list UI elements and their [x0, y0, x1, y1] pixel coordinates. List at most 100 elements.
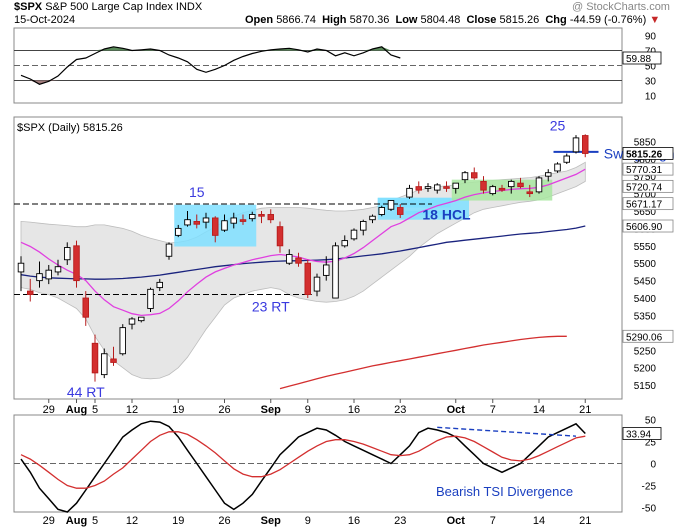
price-label-3: 5671.17 — [626, 200, 663, 211]
candle-body — [202, 217, 210, 223]
sma-long-line — [279, 335, 567, 390]
x-tick-label: Aug — [66, 404, 87, 416]
tsi-x-tick-label: 14 — [533, 515, 545, 527]
price-tick-label: 5550 — [634, 242, 657, 253]
tsi-tick-label: -50 — [642, 504, 657, 515]
price-label-2: 5720.74 — [626, 182, 663, 193]
price-label-box — [622, 162, 674, 176]
price-legend: $SPX (Daily) 5815.26 — [17, 122, 123, 134]
candle-body — [184, 219, 191, 226]
high-value: 5870.36 — [349, 14, 390, 26]
symbol: $SPX — [14, 1, 43, 13]
tsi-value-box — [622, 427, 662, 440]
price-tick-label: 5350 — [634, 311, 657, 322]
candle-body — [36, 273, 43, 282]
price-tick-label: 5700 — [634, 190, 657, 201]
price-label-box — [622, 147, 674, 160]
candle-body — [119, 327, 126, 355]
candle-body — [387, 200, 395, 210]
candle-body — [73, 245, 80, 282]
candle-body — [415, 186, 423, 191]
close-label: Close — [466, 14, 497, 26]
tsi-divergence-trendline — [437, 426, 577, 437]
exchange: INDX — [175, 1, 203, 13]
candle-body — [137, 316, 145, 322]
candle-body — [156, 281, 163, 289]
x-tick-label: 7 — [490, 404, 496, 416]
tsi-x-tick-label: 7 — [490, 515, 496, 527]
tsi-x-tick-label: Sep — [261, 515, 281, 527]
x-tick-label: 23 — [394, 404, 406, 416]
candle-body — [221, 220, 228, 231]
candle-body — [489, 186, 497, 195]
candle-body — [461, 172, 469, 181]
sma-mid-line — [20, 225, 586, 280]
price-tick-label: 5400 — [634, 294, 657, 305]
candle-body — [545, 172, 552, 177]
low-label: Low — [395, 14, 418, 26]
price-annotation-4: 25 — [550, 118, 566, 134]
candle-body — [424, 186, 432, 189]
candle-body — [17, 262, 25, 273]
candle-body — [211, 217, 219, 236]
watermark: @ StockCharts.com — [572, 1, 670, 13]
tsi-tick-label: -25 — [642, 482, 657, 493]
candle-body — [267, 214, 275, 221]
tsi-tick-label: 25 — [645, 437, 657, 448]
x-tick-label: Sep — [261, 404, 281, 416]
tsi-x-tick-label: 5 — [92, 515, 98, 527]
tsi-x-tick-label: 12 — [126, 515, 138, 527]
price-tick-label: 5650 — [634, 207, 657, 218]
tsi-current-value: 33.94 — [626, 430, 651, 441]
high-label: High — [322, 14, 347, 26]
candle-body — [27, 290, 34, 296]
candle-body — [434, 184, 441, 191]
candle-body — [452, 182, 460, 189]
candle-body — [323, 264, 330, 276]
candle-body — [360, 220, 367, 231]
candle-body — [45, 269, 53, 280]
tsi-x-tick-label: 26 — [218, 515, 230, 527]
price-panel-frame — [13, 116, 623, 400]
price-tick-label: 5150 — [634, 381, 657, 392]
price-label-box — [622, 219, 674, 233]
candle-body — [369, 215, 376, 221]
candle-body — [165, 243, 173, 257]
candle-body — [313, 276, 321, 292]
price-tick-label: 5500 — [634, 259, 657, 270]
candle-body — [54, 266, 62, 273]
candle-body — [91, 342, 99, 374]
price-annotation-0: 15 — [189, 184, 205, 200]
x-tick-label: Oct — [447, 404, 466, 416]
candle-body — [443, 186, 450, 189]
candle-body — [304, 262, 312, 296]
candle-body — [471, 172, 478, 179]
close-value: 5815.26 — [499, 14, 540, 26]
x-tick-label: 26 — [218, 404, 230, 416]
chart-date: 15-Oct-2024 — [14, 14, 76, 26]
x-tick-label: 5 — [92, 404, 98, 416]
index-name: S&P 500 Large Cap Index — [45, 1, 173, 13]
price-annotation-2: 44 RT — [67, 384, 105, 400]
low-value: 5804.48 — [420, 14, 461, 26]
candle-body — [341, 240, 349, 247]
tsi-x-tick-label: 29 — [43, 515, 55, 527]
price-label-box — [622, 179, 674, 193]
rsi-tick-label: 10 — [645, 92, 657, 103]
candle-body — [193, 220, 200, 225]
candle-body — [350, 229, 358, 240]
price-tick-label: 5200 — [634, 364, 657, 375]
x-tick-label: 16 — [348, 404, 360, 416]
rsi-tick-label: 90 — [645, 32, 657, 43]
price-annotation-1: 23 RT — [252, 299, 290, 315]
x-tick-label: 29 — [43, 404, 55, 416]
price-label-4: 5606.90 — [626, 222, 663, 233]
price-tick-label: 5250 — [634, 346, 657, 357]
rsi-tick-label: 50 — [645, 62, 657, 73]
candle-body — [110, 358, 117, 363]
candle-body — [535, 177, 543, 193]
x-tick-label: 19 — [172, 404, 184, 416]
price-label-0: 5815.26 — [626, 149, 663, 160]
candle-body — [563, 155, 571, 163]
